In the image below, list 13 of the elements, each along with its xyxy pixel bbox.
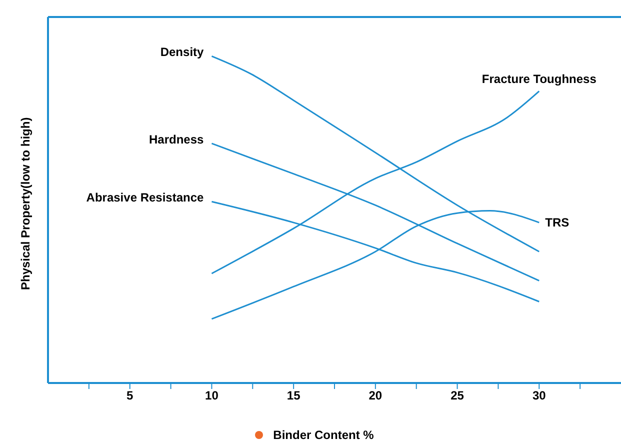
series-label: Density [160, 45, 204, 60]
x-tick-label: 30 [532, 388, 546, 403]
series-label: TRS [545, 216, 570, 230]
x-axis-title: Binder Content % [272, 428, 375, 442]
x-tick-label: 25 [450, 388, 464, 403]
series-label: Fracture Toughness [482, 72, 597, 86]
x-tick-label: 15 [286, 388, 301, 403]
x-tick-label: 20 [368, 388, 382, 403]
series-label: Hardness [149, 132, 204, 146]
series-label: Abrasive Resistance [86, 190, 204, 205]
x-tick-label: 5 [126, 388, 134, 403]
y-axis-title: Physical Property(low to high) [18, 117, 32, 290]
x-tick-label: 10 [205, 388, 219, 403]
